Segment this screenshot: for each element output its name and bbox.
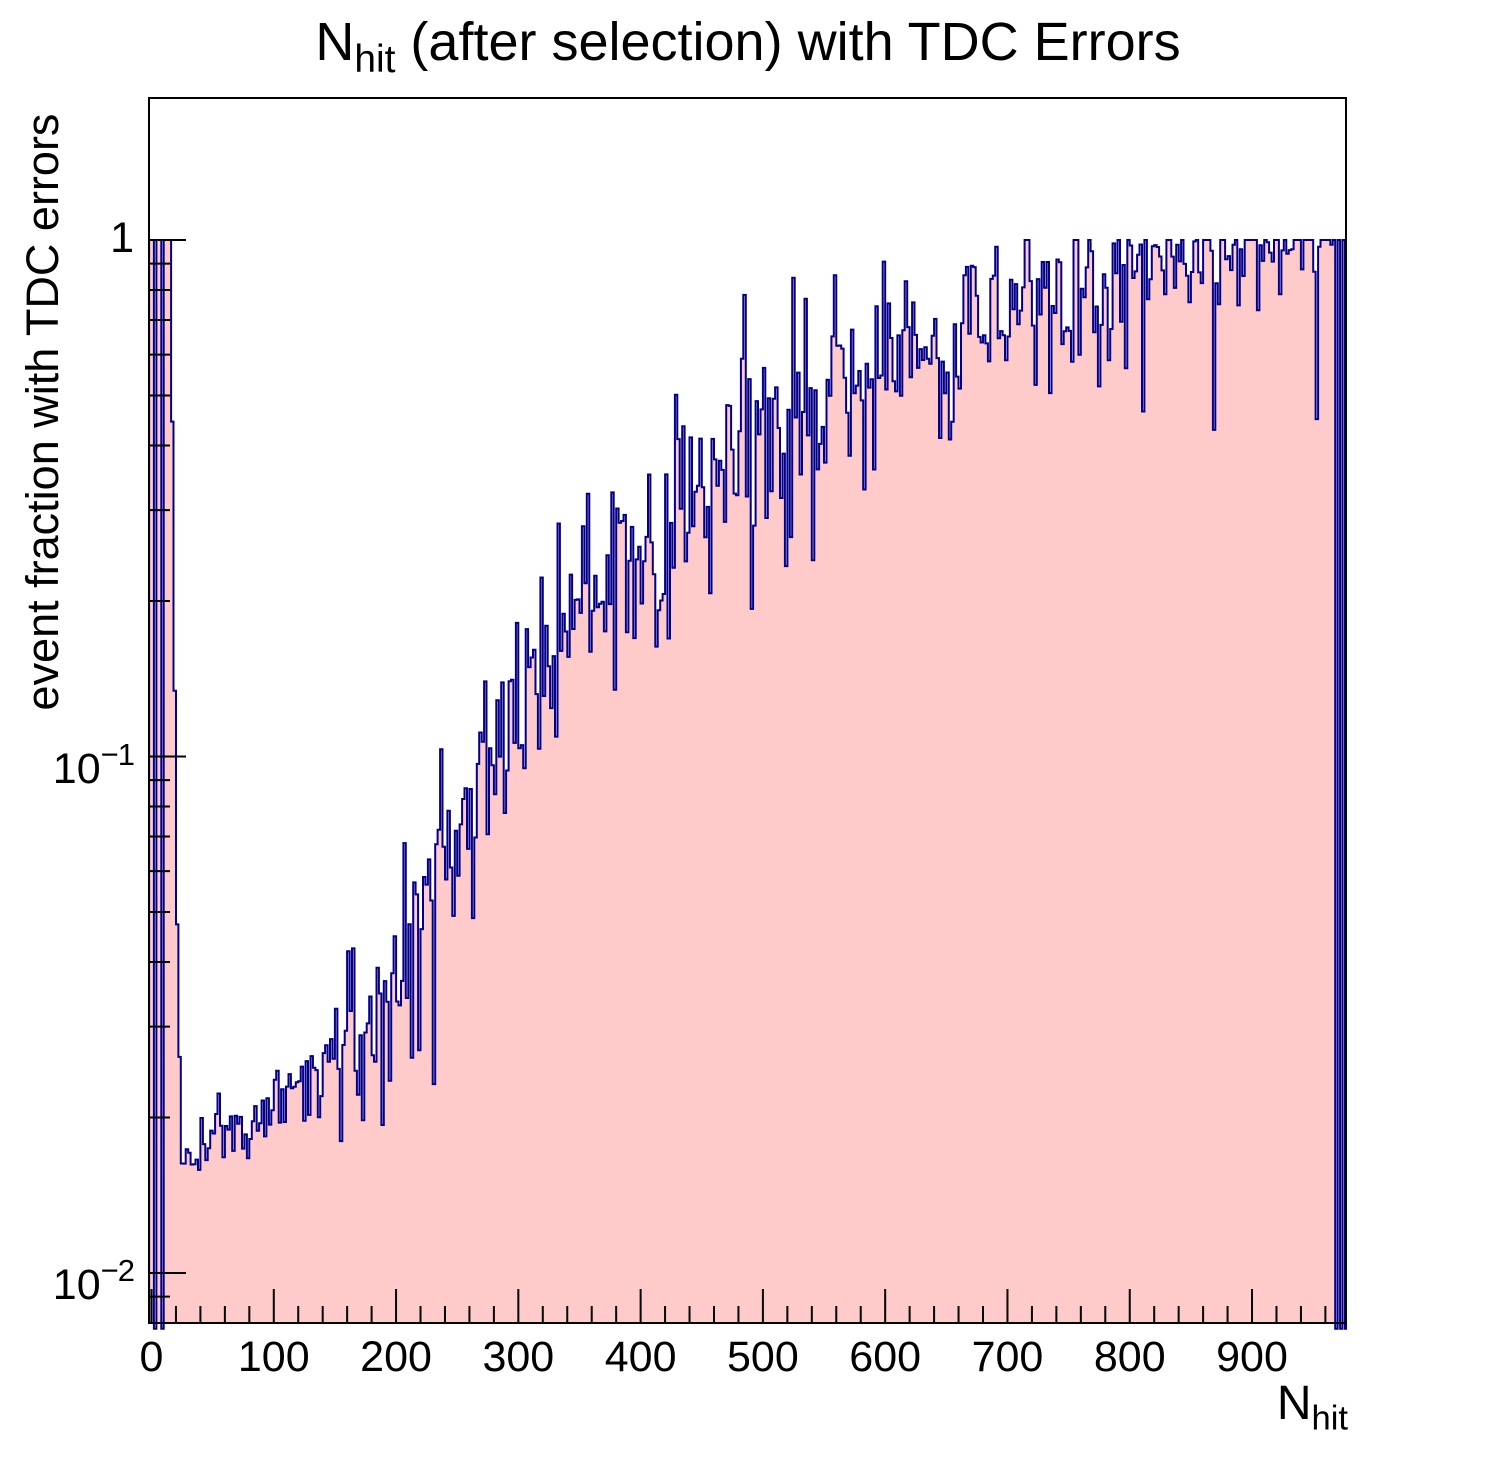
chart-title: Nhit (after selection) with TDC Errors (315, 12, 1181, 81)
x-tick-label: 800 (1093, 1333, 1166, 1381)
x-tick-label: 300 (482, 1333, 555, 1381)
x-tick-label: 0 (139, 1333, 164, 1381)
x-tick-label: 100 (237, 1333, 310, 1381)
histogram-fill (149, 240, 1347, 1329)
x-tick-label: 200 (360, 1333, 432, 1381)
x-tick-label: 700 (971, 1333, 1044, 1381)
y-axis-title: event fraction with TDC errors (17, 113, 68, 711)
x-tick-label: 900 (1216, 1333, 1288, 1381)
plot-frame (148, 97, 1347, 1324)
histogram-outline (148, 239, 1347, 1330)
x-tick-label: 600 (849, 1333, 922, 1381)
y-tick-label: 1 (110, 214, 134, 262)
x-tick-label: 500 (727, 1333, 799, 1381)
x-axis-title: Nhit (1276, 1377, 1348, 1438)
y-tick-label: 10−2 (52, 1253, 135, 1309)
x-tick-label: 400 (604, 1333, 677, 1381)
y-tick-label: 10−1 (52, 736, 135, 793)
